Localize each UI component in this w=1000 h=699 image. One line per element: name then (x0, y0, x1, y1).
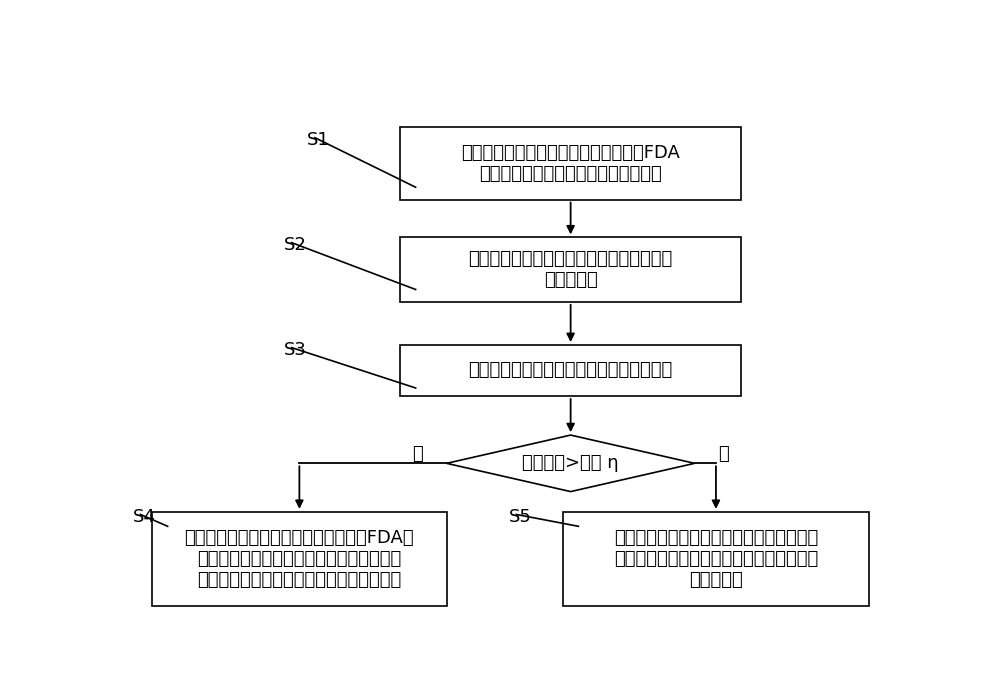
Text: 此时通信束属远场通信范畴，需用联合FDA技
术与相控阵的发射波束方案，此时发射波束
图解析模型为前述生成的发射波束解析模型: 此时通信束属远场通信范畴，需用联合FDA技 术与相控阵的发射波束方案，此时发射波… (185, 529, 414, 589)
FancyBboxPatch shape (400, 345, 741, 396)
FancyBboxPatch shape (563, 512, 869, 606)
Text: 计算当前相控阵发射波束图的空间覆盖范围: 计算当前相控阵发射波束图的空间覆盖范围 (468, 361, 673, 380)
FancyBboxPatch shape (400, 237, 741, 302)
Text: S3: S3 (284, 341, 307, 359)
FancyBboxPatch shape (152, 512, 447, 606)
Text: S4: S4 (133, 508, 156, 526)
FancyBboxPatch shape (400, 127, 741, 200)
Polygon shape (447, 435, 695, 491)
Text: 覆盖范围>门限 η: 覆盖范围>门限 η (522, 454, 619, 473)
Text: 建立接收目标处发射功率最大化的联合FDA
技术与相控阵的球面波前发射波束模型: 建立接收目标处发射功率最大化的联合FDA 技术与相控阵的球面波前发射波束模型 (461, 144, 680, 182)
Text: S2: S2 (284, 236, 307, 254)
Text: 根据已建立发射波束模型建立发射波束半功
率解析模型: 根据已建立发射波束模型建立发射波束半功 率解析模型 (468, 250, 673, 289)
Text: 此时通信束属近场通信范畴，采用相控阵发
射波束方案，并使用相控阵发射波束图半功
率解析模型: 此时通信束属近场通信范畴，采用相控阵发 射波束方案，并使用相控阵发射波束图半功 … (614, 529, 818, 589)
Text: S1: S1 (307, 131, 330, 150)
Text: 是: 是 (413, 445, 423, 463)
Text: 否: 否 (718, 445, 729, 463)
Text: S5: S5 (509, 508, 532, 526)
